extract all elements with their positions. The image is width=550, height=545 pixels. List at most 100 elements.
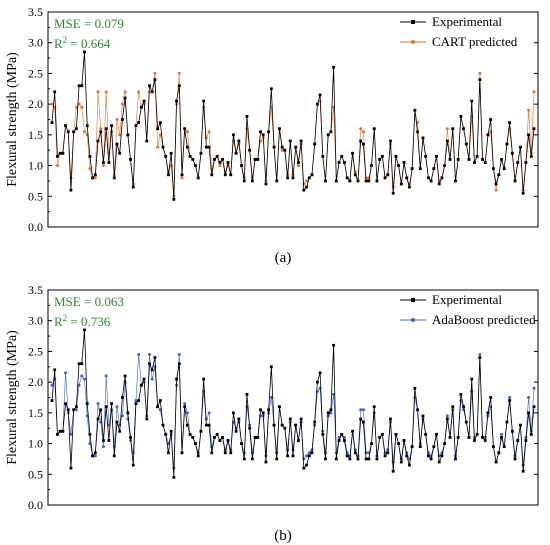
data-point (272, 145, 276, 149)
data-point (253, 158, 257, 161)
data-point (329, 411, 333, 415)
data-point (408, 185, 411, 189)
data-point (269, 396, 273, 399)
data-point (85, 402, 89, 406)
data-point (50, 383, 54, 387)
data-point (418, 445, 422, 449)
data-point (107, 161, 111, 164)
data-point (185, 423, 189, 427)
panel-label: (a) (275, 250, 292, 266)
data-point (375, 179, 379, 183)
legend-marker (411, 20, 415, 24)
data-point (102, 161, 105, 164)
data-point (199, 429, 203, 433)
data-point (305, 454, 309, 458)
data-point (83, 50, 86, 54)
data-point (429, 179, 433, 183)
data-point (213, 158, 216, 161)
legend-label: AdaBoost predicted (432, 312, 536, 327)
data-point (69, 432, 73, 436)
data-point (467, 158, 471, 161)
data-point (424, 432, 428, 436)
stat-superscript: 2 (63, 35, 68, 45)
data-point (516, 161, 520, 164)
data-point (459, 393, 463, 396)
data-point (527, 396, 531, 399)
data-point (440, 454, 444, 458)
data-point (207, 423, 211, 427)
data-point (50, 102, 54, 106)
legend-label: CART predicted (432, 34, 518, 49)
data-point (264, 182, 268, 186)
data-point (475, 154, 479, 158)
data-point (505, 142, 509, 146)
data-point (175, 99, 178, 103)
data-point (213, 436, 216, 439)
data-point (286, 454, 289, 458)
data-point (126, 411, 130, 415)
data-point (164, 154, 168, 158)
data-point (104, 127, 108, 131)
data-point (513, 457, 517, 461)
data-point (283, 148, 287, 152)
data-point (456, 436, 460, 439)
data-point (343, 439, 346, 442)
data-point (362, 142, 365, 146)
data-point (202, 377, 206, 381)
stat-value: 0.079 (95, 16, 124, 31)
stat-name: MSE (54, 16, 81, 31)
data-point (410, 445, 414, 449)
data-point (321, 154, 325, 158)
data-point (104, 374, 108, 378)
data-point (191, 436, 195, 439)
data-point (120, 102, 124, 106)
data-point (405, 176, 409, 180)
data-point (408, 463, 411, 467)
data-point (269, 365, 273, 369)
legend-label: Experimental (432, 292, 502, 307)
stat-value: 0.664 (81, 36, 111, 51)
data-point (410, 167, 414, 171)
data-point (359, 139, 363, 143)
data-point (72, 130, 76, 134)
data-point (313, 420, 317, 424)
data-point (272, 423, 276, 427)
data-point (310, 173, 314, 177)
data-point (494, 182, 498, 186)
data-point (524, 161, 528, 164)
data-point (378, 436, 382, 439)
stat-name: R (54, 314, 63, 329)
data-point (483, 439, 487, 442)
data-point (481, 158, 484, 161)
data-point (74, 105, 78, 109)
data-point (332, 343, 336, 347)
data-point (74, 127, 78, 131)
data-point (101, 164, 105, 168)
legend-label: Experimental (432, 14, 502, 29)
data-point (459, 115, 463, 118)
y-tick-label: 1.5 (28, 406, 43, 420)
data-point (500, 436, 503, 439)
data-point (351, 151, 354, 155)
data-point (364, 457, 368, 461)
data-point (291, 176, 295, 180)
data-point (454, 179, 457, 183)
data-point (399, 460, 403, 464)
y-tick-label: 3.5 (28, 283, 43, 297)
data-point (188, 432, 192, 436)
data-point (215, 432, 219, 436)
data-point (207, 411, 211, 415)
data-point (391, 191, 395, 195)
data-point (80, 362, 84, 366)
data-point (370, 164, 373, 167)
data-point (302, 457, 306, 461)
data-point (256, 436, 260, 439)
data-point (315, 102, 319, 106)
data-point (82, 377, 86, 381)
data-point (61, 429, 65, 433)
data-point (137, 399, 141, 402)
data-point (340, 432, 344, 436)
data-point (240, 442, 243, 445)
data-point (267, 130, 271, 134)
